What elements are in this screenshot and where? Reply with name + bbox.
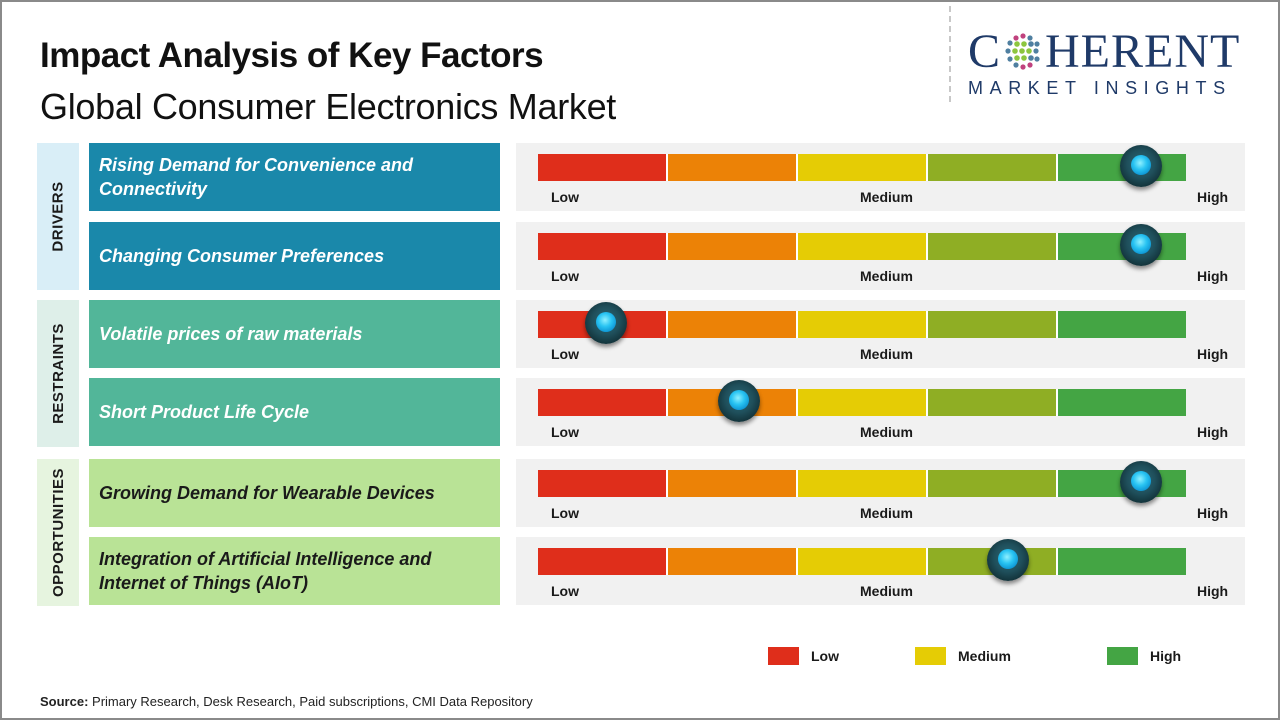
impact-gauge-6: Low Medium High [516, 537, 1245, 605]
factor-row-1: Rising Demand for Convenience and Connec… [89, 143, 500, 211]
legend-label: High [1150, 648, 1182, 664]
segment-low-medium [668, 233, 798, 260]
segment-medium [798, 233, 928, 260]
impact-bar [538, 233, 1186, 260]
legend-item-high: High [1107, 647, 1181, 665]
scale-label-high: High [1197, 346, 1229, 362]
factor-row-5: Growing Demand for Wearable Devices [89, 459, 500, 527]
segment-high [1058, 389, 1186, 416]
company-logo: C [968, 25, 1260, 99]
impact-bar [538, 311, 1186, 338]
factor-label: Volatile prices of raw materials [99, 324, 363, 344]
impact-bar [538, 470, 1186, 497]
segment-medium [798, 154, 928, 181]
segment-medium-high [928, 311, 1058, 338]
scale-label-low: Low [551, 505, 579, 521]
segment-medium [798, 548, 928, 575]
logo-text-left: C [968, 25, 1002, 78]
factor-label: Changing Consumer Preferences [99, 246, 385, 266]
legend-item-medium: Medium [915, 647, 1011, 665]
page-title: Impact Analysis of Key Factors [40, 36, 544, 75]
factor-label: Short Product Life Cycle [99, 402, 310, 422]
factor-row-4: Short Product Life Cycle [89, 378, 500, 446]
segment-medium-high [928, 233, 1058, 260]
category-drivers: DRIVERS [37, 143, 79, 290]
category-opportunities: OPPORTUNITIES [37, 459, 79, 606]
segment-high [1058, 311, 1186, 338]
segment-medium-high [928, 154, 1058, 181]
scale-label-low: Low [551, 424, 579, 440]
impact-bar [538, 154, 1186, 181]
category-label: RESTRAINTS [49, 323, 67, 424]
scale-label-high: High [1197, 268, 1229, 284]
category-restraints: RESTRAINTS [37, 300, 79, 447]
factor-row-2: Changing Consumer Preferences [89, 222, 500, 290]
segment-low [538, 470, 668, 497]
segment-low [538, 154, 668, 181]
segment-medium-high [928, 389, 1058, 416]
slider-knob-icon [1119, 224, 1162, 266]
segment-medium [798, 389, 928, 416]
segment-low [538, 548, 668, 575]
scale-label-medium: Medium [860, 268, 913, 284]
scale-label-high: High [1197, 424, 1229, 440]
segment-low [538, 389, 668, 416]
impact-gauge-4: Low Medium High [516, 378, 1245, 446]
scale-label-low: Low [551, 346, 579, 362]
scale-label-high: High [1197, 583, 1229, 599]
impact-gauge-1: Low Medium High [516, 143, 1245, 211]
slider-knob-icon [986, 539, 1029, 581]
scale-label-high: High [1197, 505, 1229, 521]
source-note: Source: Primary Research, Desk Research,… [40, 694, 533, 709]
legend-swatch [768, 647, 799, 665]
scale-label-medium: Medium [860, 583, 913, 599]
factor-label: Growing Demand for Wearable Devices [99, 483, 435, 503]
factor-row-6: Integration of Artificial Intelligence a… [89, 537, 500, 605]
legend-label: Medium [958, 648, 1011, 664]
legend-label: Low [811, 648, 839, 664]
logo-divider [949, 6, 951, 102]
legend-swatch [1107, 647, 1138, 665]
scale-label-medium: Medium [860, 424, 913, 440]
scale-label-low: Low [551, 583, 579, 599]
impact-gauge-5: Low Medium High [516, 459, 1245, 527]
segment-low-medium [668, 311, 798, 338]
impact-bar [538, 548, 1186, 575]
impact-gauge-2: Low Medium High [516, 222, 1245, 290]
segment-medium [798, 470, 928, 497]
impact-bar [538, 389, 1186, 416]
scale-label-medium: Medium [860, 189, 913, 205]
segment-low [538, 233, 668, 260]
segment-low-medium [668, 470, 798, 497]
impact-gauge-3: Low Medium High [516, 300, 1245, 368]
scale-label-low: Low [551, 268, 579, 284]
slider-knob-icon [585, 302, 628, 344]
segment-low-medium [668, 154, 798, 181]
logo-text-right: HERENT [1045, 25, 1241, 78]
category-label: DRIVERS [49, 181, 67, 252]
source-prefix: Source: [40, 694, 89, 709]
factor-label: Rising Demand for Convenience and Connec… [99, 155, 414, 199]
segment-medium-high [928, 470, 1058, 497]
globe-dots-icon [1003, 32, 1043, 72]
scale-label-high: High [1197, 189, 1229, 205]
logo-wordmark: C [968, 25, 1260, 78]
slider-knob-icon [1119, 145, 1162, 187]
category-label: OPPORTUNITIES [49, 467, 67, 598]
factor-label: Integration of Artificial Intelligence a… [99, 549, 432, 593]
factor-row-3: Volatile prices of raw materials [89, 300, 500, 368]
segment-medium [798, 311, 928, 338]
slider-knob-icon [1119, 461, 1162, 503]
scale-label-medium: Medium [860, 505, 913, 521]
legend-swatch [915, 647, 946, 665]
slider-knob-icon [717, 380, 760, 422]
page-subtitle: Global Consumer Electronics Market [40, 86, 617, 127]
scale-label-medium: Medium [860, 346, 913, 362]
scale-label-low: Low [551, 189, 579, 205]
legend-item-low: Low [768, 647, 839, 665]
source-text: Primary Research, Desk Research, Paid su… [88, 694, 533, 709]
segment-high [1058, 548, 1186, 575]
segment-low-medium [668, 548, 798, 575]
logo-tagline: MARKET INSIGHTS [968, 78, 1232, 98]
